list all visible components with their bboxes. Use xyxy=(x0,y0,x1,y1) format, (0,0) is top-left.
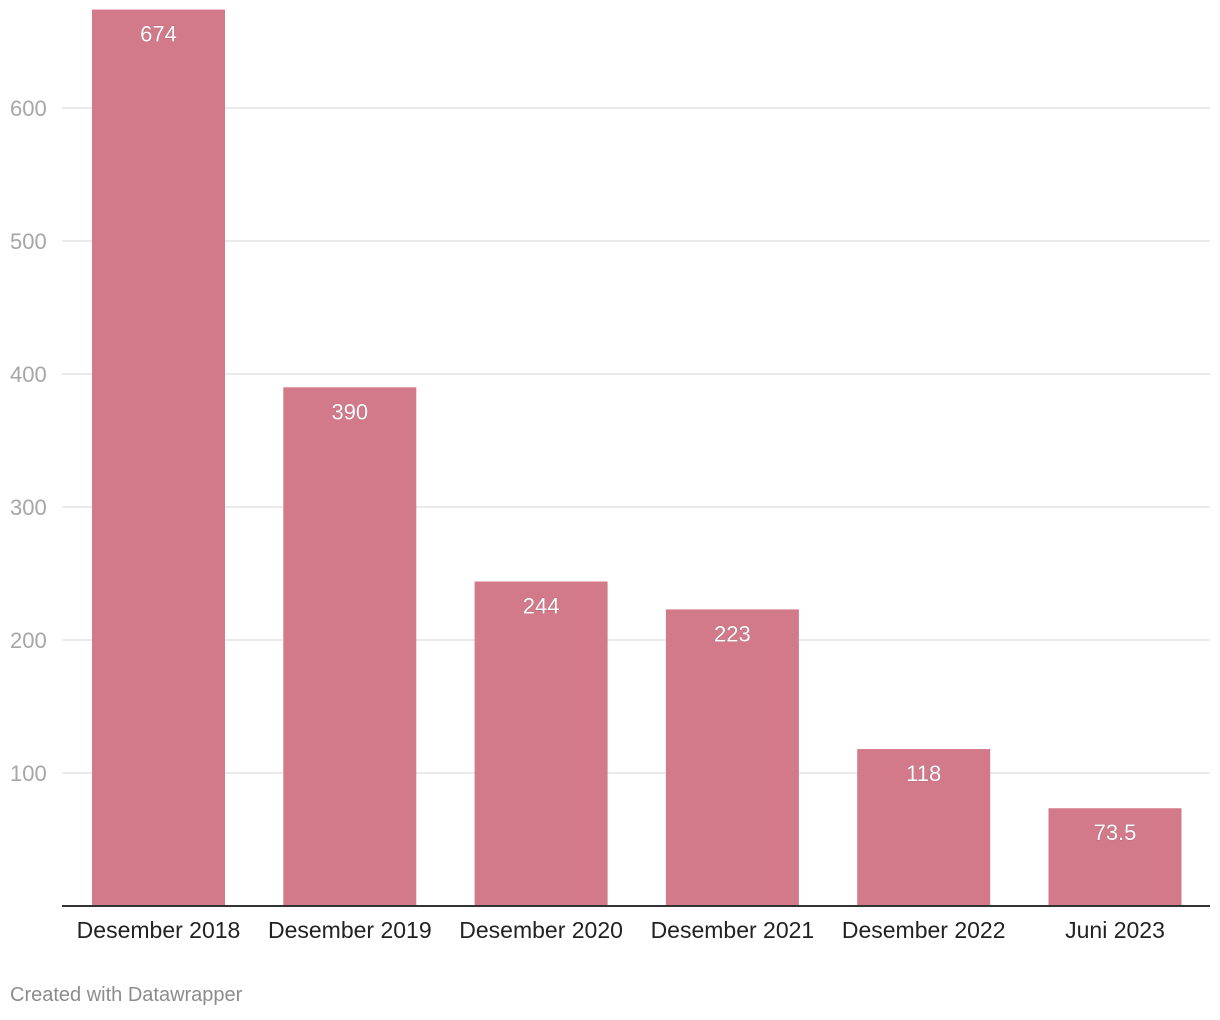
value-label: 674 xyxy=(140,22,177,47)
bars: 674 390 244 223 118 73.5 xyxy=(92,9,1182,906)
y-tick-label: 200 xyxy=(10,628,47,653)
x-tick-label: Juni 2023 xyxy=(1065,917,1165,943)
y-tick-label: 100 xyxy=(10,761,47,786)
x-tick-label: Desember 2020 xyxy=(459,917,623,943)
bar xyxy=(857,749,991,906)
bar xyxy=(92,9,225,906)
bar xyxy=(1048,808,1182,906)
y-tick-label: 300 xyxy=(10,495,47,520)
bar xyxy=(665,609,799,906)
value-label: 223 xyxy=(714,621,751,646)
y-tick-label: 500 xyxy=(10,229,47,254)
x-axis: Desember 2018 Desember 2019 Desember 2020 D… xyxy=(62,905,1210,943)
bar xyxy=(283,387,417,906)
gridlines: 100 200 300 400 500 600 xyxy=(10,96,1210,786)
y-tick-label: 600 xyxy=(10,96,47,121)
value-label: 244 xyxy=(523,593,560,618)
value-label: 73.5 xyxy=(1094,820,1137,845)
bar xyxy=(474,581,608,906)
credit-text: Created with Datawrapper xyxy=(10,984,243,1006)
y-tick-label: 400 xyxy=(10,362,47,387)
value-label: 118 xyxy=(906,761,941,786)
x-tick-label: Desember 2022 xyxy=(842,917,1006,943)
x-tick-label: Desember 2018 xyxy=(77,917,241,943)
x-tick-label: Desember 2019 xyxy=(268,917,432,943)
value-label: 390 xyxy=(331,399,368,424)
x-tick-label: Desember 2021 xyxy=(651,917,815,943)
